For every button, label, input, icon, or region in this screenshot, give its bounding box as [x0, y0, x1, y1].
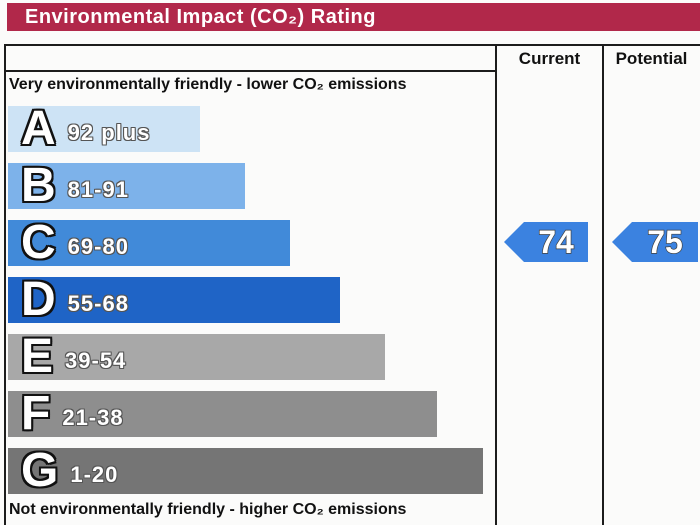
band-c: C 69-80 [8, 216, 290, 269]
band-e: E 39-54 [8, 330, 385, 383]
band-f-letter: F [21, 387, 51, 440]
current-column-header: Current [518, 49, 581, 68]
current-rating-value: 74 [538, 224, 574, 260]
top-caption: Very environmentally friendly - lower CO… [9, 76, 407, 93]
band-g: G 1-20 [8, 444, 483, 497]
band-c-letter: C [21, 216, 56, 269]
header-underline [4, 70, 497, 72]
band-a-range: 92 plus [67, 120, 151, 145]
potential-arrow-shape [612, 222, 698, 262]
band-b: B 81-91 [8, 159, 245, 212]
potential-column-header: Potential [615, 49, 688, 68]
band-b-range: 81-91 [67, 177, 129, 202]
band-a: A 92 plus [8, 102, 200, 155]
band-f-range: 21-38 [62, 405, 124, 430]
band-b-letter: B [21, 159, 56, 212]
current-rating-arrow: 74 [504, 221, 588, 263]
potential-arrow-graphic: 75 [612, 222, 698, 262]
band-d-range: 55-68 [67, 291, 129, 316]
band-c-range: 69-80 [67, 234, 129, 259]
table-top-border [4, 44, 700, 46]
current-arrow-shape [504, 222, 588, 262]
bottom-caption: Not environmentally friendly - higher CO… [9, 501, 407, 518]
current-arrow-graphic: 74 [504, 222, 588, 262]
chart-title: Environmental Impact (CO₂) Rating [25, 5, 376, 28]
band-a-letter: A [21, 102, 56, 155]
table-left-border [4, 44, 6, 525]
band-d-letter: D [21, 273, 56, 326]
chart-title-banner: Environmental Impact (CO₂) Rating [7, 3, 700, 31]
band-e-letter: E [21, 330, 54, 383]
band-d: D 55-68 [8, 273, 340, 326]
band-f: F 21-38 [8, 387, 437, 440]
potential-rating-value: 75 [647, 224, 683, 260]
band-g-letter: G [21, 444, 59, 497]
rating-bands: A 92 plus B 81-91 C 69-80 D 55-68 E 39-5… [8, 102, 483, 505]
band-e-range: 39-54 [65, 348, 127, 373]
potential-rating-arrow: 75 [612, 221, 698, 263]
band-g-range: 1-20 [70, 462, 119, 487]
current-column-divider [495, 44, 497, 525]
potential-column-divider [602, 44, 604, 525]
